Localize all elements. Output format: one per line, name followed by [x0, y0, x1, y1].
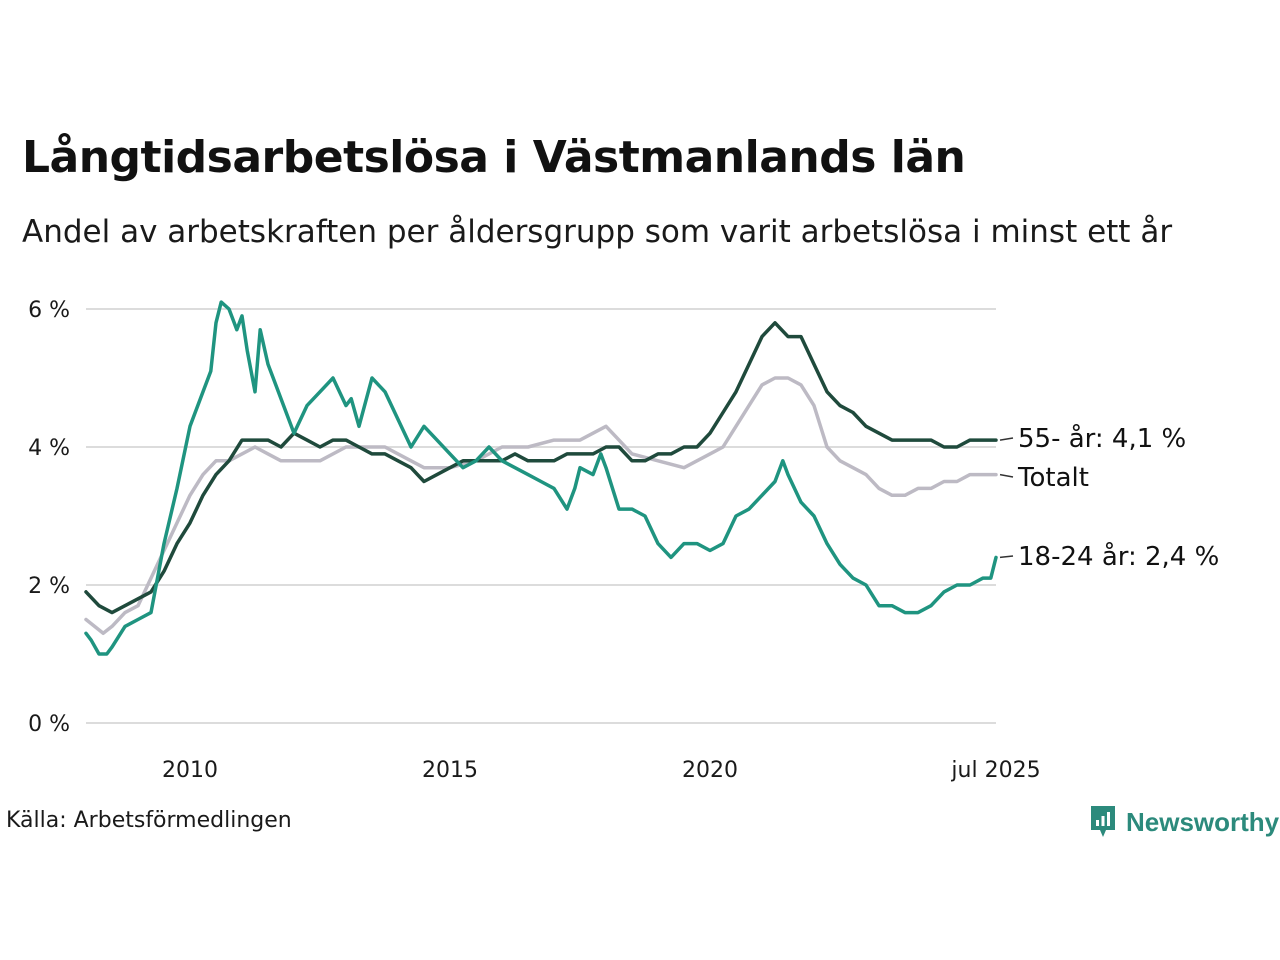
series-line-1: [84, 376, 998, 636]
series-end-label: 55- år: 4,1 %: [1018, 423, 1186, 454]
x-tick-label: jul 2025: [950, 758, 1040, 783]
series-line-3: [84, 300, 998, 656]
end-label-leader: [999, 555, 1014, 559]
y-tick-label: 6 %: [28, 298, 70, 323]
end-label-leader: [999, 473, 1014, 478]
x-tick-label: 2015: [422, 758, 478, 783]
end-label-leader: [999, 437, 1014, 441]
end-labels: Totalt 55- år: 4,1 % 18-24 år: 2,4 %: [999, 423, 1219, 572]
y-axis-ticks: 0 % 2 % 4 % 6 %: [28, 298, 70, 737]
series-end-label: 18-24 år: 2,4 %: [1018, 541, 1219, 572]
chart-title: Långtidsarbetslösa i Västmanlands län: [22, 132, 966, 183]
series-line-2: [84, 321, 998, 615]
source-note: Källa: Arbetsförmedlingen: [6, 808, 292, 833]
brand-name: Newsworthy: [1126, 806, 1280, 837]
x-axis-ticks: 2010 2015 2020 jul 2025: [162, 758, 1041, 783]
newsworthy-logo: Newsworthy: [1088, 804, 1279, 840]
gridlines: [86, 308, 996, 724]
series-lines: [84, 300, 998, 656]
y-tick-label: 2 %: [28, 574, 70, 599]
y-tick-label: 0 %: [28, 712, 70, 737]
series-end-label: Totalt: [1017, 463, 1089, 493]
y-tick-label: 4 %: [28, 436, 70, 461]
chart-subtitle: Andel av arbetskraften per åldersgrupp s…: [22, 214, 1173, 250]
newsworthy-icon: [1091, 806, 1115, 837]
x-tick-label: 2020: [682, 758, 738, 783]
x-tick-label: 2010: [162, 758, 218, 783]
